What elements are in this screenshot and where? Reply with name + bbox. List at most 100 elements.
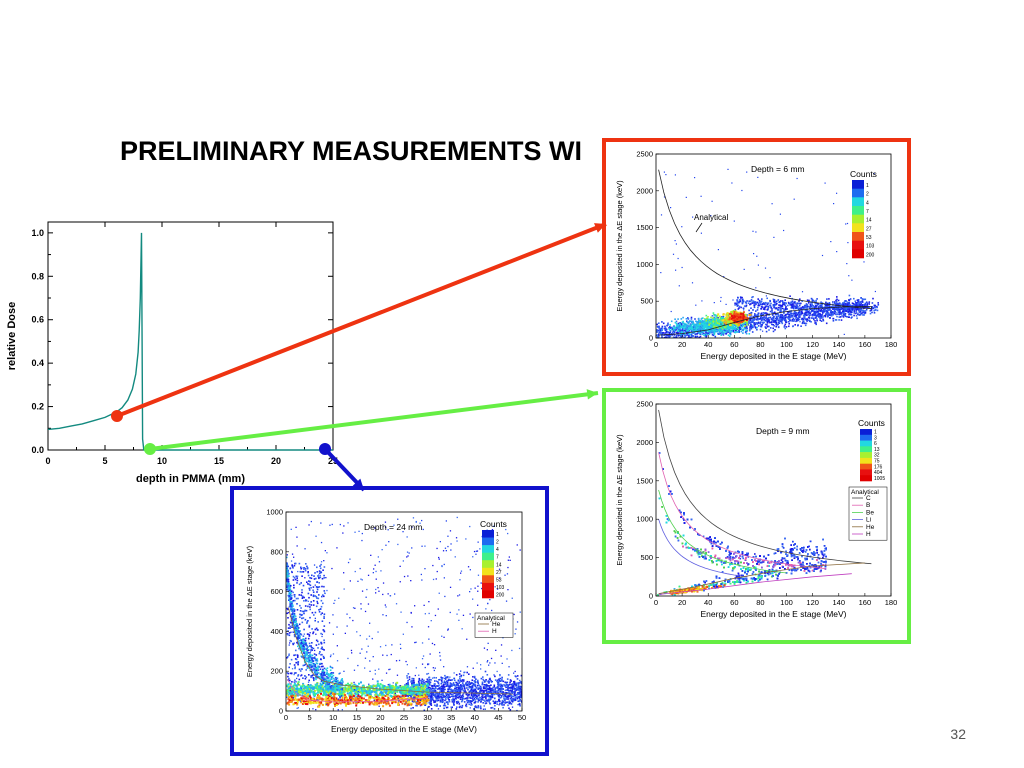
heatmap-y-tick-label: 2000	[636, 186, 653, 195]
heatmap-x-tick-label: 140	[833, 598, 846, 607]
bragg-x-axis-label: depth in PMMA (mm)	[136, 473, 245, 485]
heatmap-y-tick-label: 0	[649, 592, 653, 601]
heatmap-y-tick-label: 600	[270, 587, 283, 596]
counts-legend-swatch	[852, 188, 864, 198]
heatmap-x-tick-label: 45	[494, 713, 502, 722]
bragg-x-tick-label: 0	[45, 456, 50, 466]
heatmap-x-tick-label: 100	[780, 340, 793, 349]
panel-depth-6mm: 0 20 40 60 80 100 120 140 160 180 0 500 1000 1500 2000…	[602, 138, 911, 376]
heatmap-y-tick-label: 1500	[636, 223, 653, 232]
heatmap-x-tick-label: 0	[654, 340, 658, 349]
bragg-curve-line	[47, 232, 333, 451]
counts-legend-swatch	[482, 567, 494, 576]
analytical-legend-box	[848, 486, 888, 541]
counts-legend-level: 2	[866, 192, 869, 198]
analytical-curve-He	[658, 562, 865, 595]
counts-legend-level: 4	[866, 200, 869, 206]
analytical-curve-B	[658, 452, 826, 569]
scatter-density-points	[286, 516, 522, 711]
bragg-x-tick-label: 10	[157, 456, 167, 466]
heatmap-x-axis-label: Energy deposited in the E stage (MeV)	[701, 351, 847, 361]
heatmap-plot-frame	[655, 153, 892, 339]
analytical-legend-entry: C	[866, 495, 871, 502]
heatmap-x-tick-label: 80	[756, 340, 764, 349]
counts-legend-swatch	[860, 429, 872, 436]
counts-legend-level: 4	[496, 547, 499, 553]
heatmap-y-tick-label: 500	[640, 297, 653, 306]
heatmap-y-tick-label: 500	[640, 553, 653, 562]
slide-number: 32	[950, 726, 966, 742]
heatmap-y-axis-label: Energy deposited in the ΔE stage (keV)	[245, 545, 254, 677]
counts-legend-level: 14	[496, 562, 502, 568]
counts-legend-swatch	[482, 530, 494, 538]
counts-legend-swatch	[482, 552, 494, 561]
heatmap-plot-frame	[655, 403, 892, 597]
analytical-legend-entry: H	[492, 628, 497, 635]
bragg-y-tick-label: 0.6	[31, 315, 44, 325]
heatmap-y-tick-label: 0	[649, 334, 653, 343]
heatmap-x-tick-label: 10	[329, 713, 337, 722]
analytical-legend-title: Analytical	[477, 615, 505, 622]
counts-legend-swatch	[852, 180, 864, 189]
analytical-curve-He	[288, 607, 513, 695]
heatmap-x-tick-label: 40	[471, 713, 479, 722]
heatmap-x-tick-label: 0	[654, 598, 658, 607]
analytical-legend-entry: Be	[866, 509, 874, 516]
counts-legend-swatch	[482, 575, 494, 584]
analytical-legend-entry: He	[866, 524, 875, 531]
heatmap-y-tick-label: 2000	[636, 438, 653, 447]
counts-legend-level: 3	[874, 435, 877, 441]
counts-legend-level: 7	[866, 209, 869, 215]
heatmap-x-tick-label: 5	[308, 713, 312, 722]
counts-legend-swatch	[852, 240, 864, 250]
counts-legend-swatch	[482, 537, 494, 546]
heatmap-y-tick-label: 1000	[636, 515, 653, 524]
heatmap-x-tick-label: 60	[730, 340, 738, 349]
counts-legend-level: 6	[874, 441, 877, 447]
heatmap-y-tick-label: 1000	[266, 508, 283, 517]
counts-legend-swatch	[852, 197, 864, 207]
analytical-curve-lower	[658, 306, 872, 336]
counts-legend-level: 13	[874, 447, 880, 453]
analytical-legend-entry: Li	[866, 517, 871, 524]
heatmap-x-tick-label: 25	[400, 713, 408, 722]
counts-legend-swatch	[860, 457, 872, 464]
heatmap-x-axis-label: Energy deposited in the E stage (MeV)	[331, 724, 477, 734]
counts-legend-level: 27	[496, 570, 502, 576]
analytical-curve-C	[658, 409, 872, 565]
heatmap-x-tick-label: 80	[756, 598, 764, 607]
panel-depth-9mm: 0 20 40 60 80 100 120 140 160 180 0 500 1000 1500 2000…	[602, 388, 911, 644]
scatter-density-points	[656, 168, 880, 338]
heatmap-y-tick-label: 0	[279, 707, 283, 716]
heatmap-x-tick-label: 180	[885, 340, 898, 349]
analytical-label-arrow	[695, 222, 703, 233]
heatmap-x-tick-label: 120	[806, 340, 819, 349]
counts-legend-swatch	[482, 582, 494, 591]
analytical-curve-Be	[658, 489, 787, 574]
heatmap-x-tick-label: 30	[423, 713, 431, 722]
heatmap-x-tick-label: 20	[376, 713, 384, 722]
counts-legend-swatch	[860, 434, 872, 441]
counts-legend-level: 7	[496, 555, 499, 561]
counts-legend-level: 75	[874, 459, 880, 465]
heatmap-y-tick-label: 400	[270, 627, 283, 636]
bragg-y-tick-label: 0.2	[31, 402, 44, 412]
counts-legend-level: 53	[496, 577, 502, 583]
analytical-curve-label: Analytical	[694, 213, 728, 222]
bragg-curve-chart: 0 5 10 15 20 25 0.0 0.2 0.4 0.6 0.8 1.0 depth in PMM…	[6, 221, 338, 485]
bragg-x-tick-label: 5	[102, 456, 107, 466]
heatmap-depth-9mm: 0 20 40 60 80 100 120 140 160 180 0 500 1000 1500 2000…	[615, 400, 897, 620]
counts-legend-title: Counts	[850, 169, 877, 179]
bragg-y-tick-label: 0.4	[31, 358, 44, 368]
heatmap-depth-6mm: 0 20 40 60 80 100 120 140 160 180 0 500 1000 1500 2000…	[615, 150, 898, 362]
counts-legend-level: 1	[866, 183, 869, 189]
counts-legend-swatch	[852, 223, 864, 233]
slide-title: PRELIMINARY MEASUREMENTS WI	[120, 136, 583, 166]
analytical-curve-Li	[658, 518, 748, 578]
counts-legend-level: 1	[874, 430, 877, 436]
bragg-x-tick-label: 15	[214, 456, 224, 466]
counts-legend-swatch	[860, 469, 872, 476]
analytical-legend-entry: H	[866, 531, 871, 538]
bragg-x-tick-label: 25	[328, 456, 338, 466]
counts-legend-level: 200	[496, 592, 505, 598]
